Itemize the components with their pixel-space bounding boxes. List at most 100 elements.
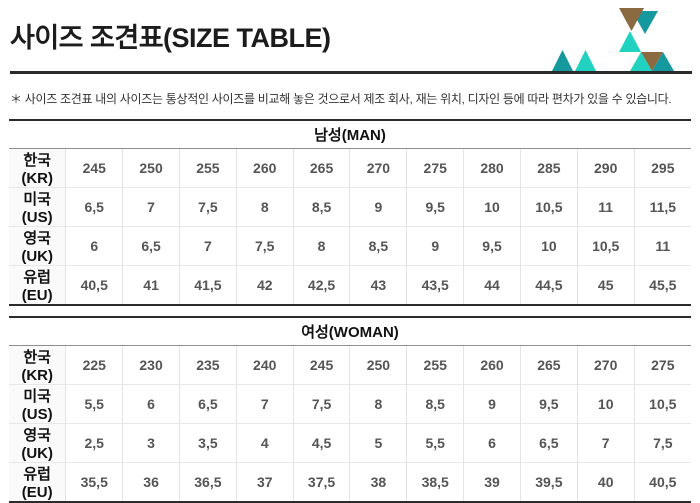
size-value-cell: 7 — [576, 423, 635, 463]
size-value-cell: 35,5 — [80, 474, 108, 490]
row-label: 영국(UK) — [9, 423, 67, 463]
size-value-cell: 11,5 — [633, 187, 691, 227]
triangle-icon — [619, 31, 641, 52]
size-value-cell: 39,5 — [519, 462, 578, 502]
size-value-cell: 7 — [235, 384, 294, 424]
row-label: 한국(KR) — [9, 345, 67, 385]
size-value-cell: 280 — [463, 148, 521, 188]
size-value-cell: 6,5 — [178, 384, 237, 424]
size-value-cell: 37,5 — [292, 462, 350, 502]
size-value-cell: 260 — [235, 148, 294, 188]
woman-size-table: 여성(WOMAN) 한국(KR) 225 230 235 240 245 250 255 260 2… — [9, 316, 691, 503]
size-value-cell: 40 — [576, 462, 635, 502]
size-row: 한국(KR) 225 230 235 240 245 250 255 260 265 270 275 — [9, 345, 691, 385]
size-value-cell: 38 — [349, 462, 407, 502]
size-value-cell: 235 — [178, 345, 237, 385]
size-value-cell: 8 — [349, 384, 407, 424]
size-value-cell: 9,5 — [463, 226, 521, 266]
triangle-icon — [619, 8, 644, 31]
size-value-cell: 39 — [463, 462, 521, 502]
size-value-cell: 290 — [576, 148, 635, 188]
size-value-cell: 11 — [576, 187, 635, 227]
size-row: 영국(UK) 6 6,5 7 7,5 8 8,5 9 9,5 10 10,5 11 — [9, 226, 691, 266]
size-value-cell: 8,5 — [292, 187, 350, 227]
size-row: 영국(UK) 2,5 3 3,5 4 4,5 5 5,5 6 6,5 7 7,5 — [9, 423, 691, 463]
size-value-cell: 9,5 — [519, 384, 578, 424]
size-value-cell: 265 — [292, 148, 350, 188]
size-value-cell: 8 — [235, 187, 294, 227]
triangle-icon — [575, 50, 596, 71]
size-value-cell: 275 — [633, 345, 691, 385]
size-row: 미국(US) 5,5 6 6,5 7 7,5 8 8,5 9 9,5 10 10,5 — [9, 384, 691, 424]
size-value-cell: 40,5 — [633, 462, 691, 502]
size-row: 유럽(EU) 40,5 41 41,5 42 42,5 43 43,5 44 44,5 45 45,5 — [9, 265, 691, 305]
size-disclaimer-note: ＊ 사이즈 조견표 내의 사이즈는 통상적인 사이즈를 비교해 놓은 것으로서 … — [10, 92, 672, 106]
size-value-cell: 8,5 — [406, 384, 464, 424]
size-value-cell: 37 — [235, 462, 294, 502]
size-value-cell: 40,5 — [80, 277, 108, 293]
size-value-cell: 240 — [235, 345, 294, 385]
size-value-cell: 270 — [576, 345, 635, 385]
size-value-cell: 36 — [122, 462, 180, 502]
size-value-cell: 6 — [463, 423, 521, 463]
size-value-cell: 6,5 — [519, 423, 578, 463]
table-group-header: 여성(WOMAN) — [9, 317, 691, 346]
row-label: 영국(UK) — [9, 226, 67, 266]
size-row: 미국(US) 6,5 7 7,5 8 8,5 9 9,5 10 10,5 11 11,5 — [9, 187, 691, 227]
size-value-cell: 8 — [292, 226, 350, 266]
size-value-cell: 10 — [463, 187, 521, 227]
size-value-cell: 7,5 — [633, 423, 691, 463]
size-value-cell: 285 — [519, 148, 578, 188]
size-value-cell: 36,5 — [178, 462, 237, 502]
size-value-cell: 7,5 — [178, 187, 237, 227]
size-value-cell: 6 — [122, 384, 180, 424]
size-value-cell: 44 — [463, 265, 521, 305]
size-value-cell: 11 — [633, 226, 691, 266]
size-value-cell: 9 — [463, 384, 521, 424]
size-value-cell: 9 — [406, 226, 464, 266]
row-label: 한국(KR) — [9, 148, 67, 188]
size-value-cell: 3,5 — [178, 423, 237, 463]
row-label: 미국(US) — [9, 384, 67, 424]
table-group-header: 남성(MAN) — [9, 120, 691, 149]
triangle-icon — [652, 52, 674, 71]
size-value-cell: 41,5 — [178, 265, 237, 305]
size-value-cell: 10,5 — [633, 384, 691, 424]
size-value-cell: 45,5 — [633, 265, 691, 305]
size-value-cell: 10,5 — [576, 226, 635, 266]
triangle-icon — [552, 50, 573, 71]
size-value-cell: 42 — [235, 265, 294, 305]
size-value-cell: 7,5 — [235, 226, 294, 266]
size-value-cell: 255 — [406, 345, 464, 385]
size-value-cell: 9,5 — [406, 187, 464, 227]
page-title: 사이즈 조견표(SIZE TABLE) — [10, 23, 331, 53]
size-value-cell: 275 — [406, 148, 464, 188]
size-value-cell: 5 — [349, 423, 407, 463]
row-label: 유럽(EU) — [9, 462, 67, 502]
size-value-cell: 260 — [463, 345, 521, 385]
size-value-cell: 44,5 — [519, 265, 578, 305]
man-size-table: 남성(MAN) 한국(KR) 245 250 255 260 265 270 275 280 285… — [9, 119, 691, 306]
size-row: 유럽(EU) 35,5 36 36,5 37 37,5 38 38,5 39 39,5 40 40,5 — [9, 462, 691, 502]
size-value-cell: 42,5 — [292, 265, 350, 305]
size-value-cell: 295 — [633, 148, 691, 188]
size-value-cell: 245 — [82, 160, 106, 176]
size-value-cell: 225 — [82, 357, 106, 373]
size-value-cell: 9 — [349, 187, 407, 227]
size-value-cell: 4 — [235, 423, 294, 463]
row-label: 유럽(EU) — [9, 265, 67, 305]
table-group-header-row: 여성(WOMAN) — [9, 317, 691, 346]
size-value-cell: 2,5 — [84, 435, 104, 451]
size-guide-page: { "page": { "title": "사이즈 조견표(SIZE TABLE… — [9, 8, 692, 503]
size-value-cell: 38,5 — [406, 462, 464, 502]
size-value-cell: 5,5 — [406, 423, 464, 463]
row-label: 미국(US) — [9, 187, 67, 227]
size-row: 한국(KR) 245 250 255 260 265 270 275 280 285 290 295 — [9, 148, 691, 188]
triangle-decoration-icon — [552, 8, 674, 71]
size-value-cell: 41 — [122, 265, 180, 305]
size-value-cell: 7 — [178, 226, 237, 266]
size-value-cell: 265 — [519, 345, 578, 385]
size-value-cell: 6,5 — [84, 199, 104, 215]
size-value-cell: 8,5 — [349, 226, 407, 266]
triangle-icon — [641, 52, 663, 71]
